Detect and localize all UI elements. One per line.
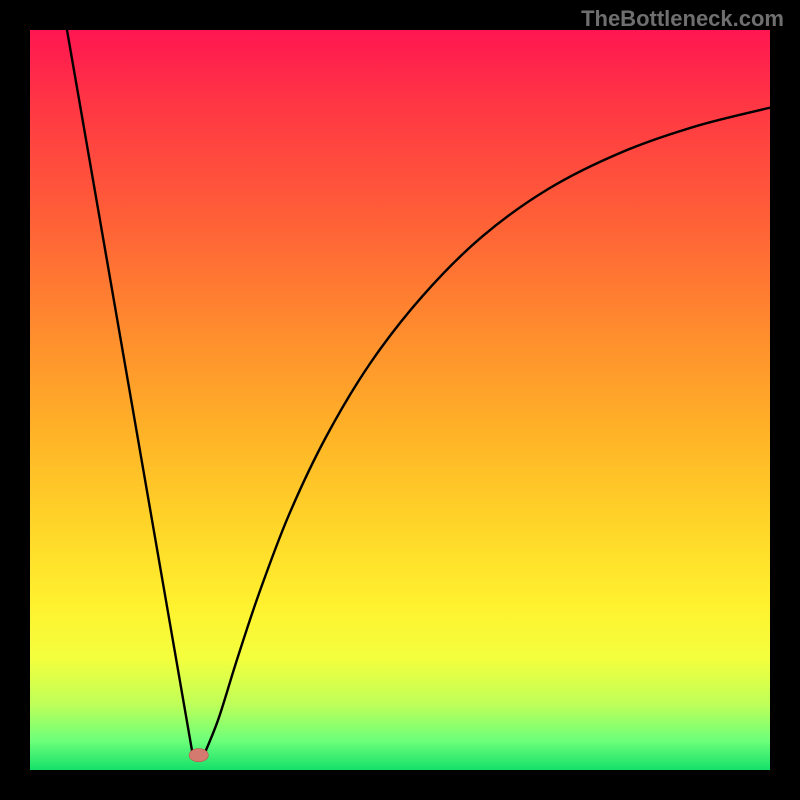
gradient-background <box>30 30 770 770</box>
plot-svg <box>30 30 770 770</box>
minimum-marker <box>189 749 208 762</box>
watermark-text: TheBottleneck.com <box>581 6 784 32</box>
chart-container: TheBottleneck.com <box>0 0 800 800</box>
plot-area <box>30 30 770 770</box>
